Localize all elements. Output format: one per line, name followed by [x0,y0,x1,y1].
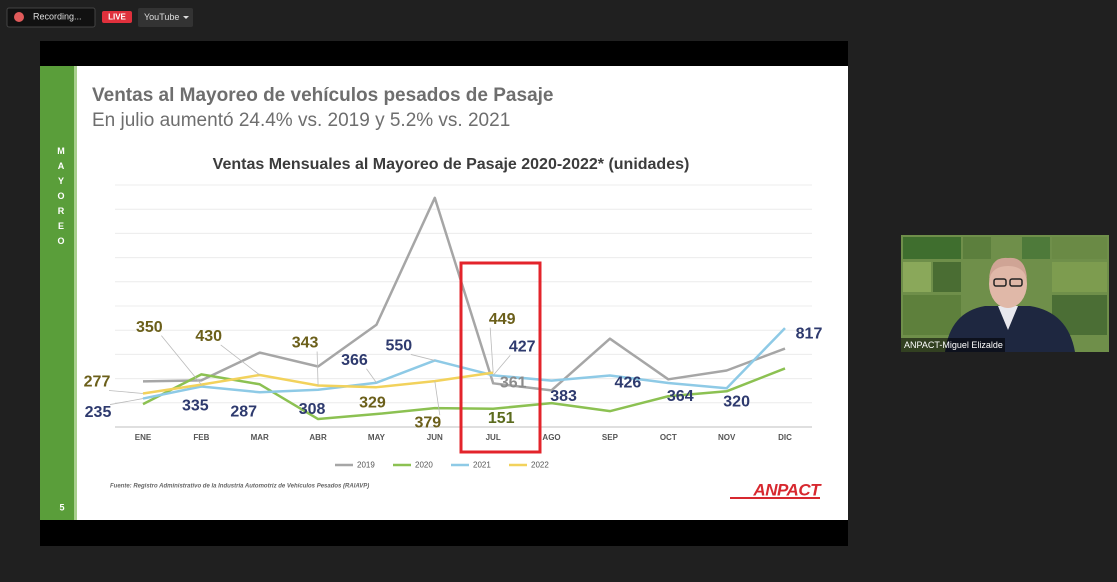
data-label: 550 [385,338,412,355]
data-label: 235 [85,404,112,421]
recording-icon [14,12,24,22]
x-tick-label: NOV [718,433,736,442]
logo: ANPACT [752,480,822,499]
legend-label: 2019 [357,461,375,470]
leader-line [316,351,319,386]
leader-line [109,398,144,405]
legend-label: 2022 [531,461,549,470]
leader-line [492,355,511,376]
video-tile [903,295,961,335]
logo-underline [730,497,820,499]
x-tick-label: JUL [486,433,501,442]
recording-text: Recording... [33,11,82,21]
recording-badge[interactable] [6,7,96,28]
x-tick-label: OCT [660,433,677,442]
glasses [993,278,1007,287]
series-line [142,371,494,395]
x-tick-label: FEB [193,433,209,442]
series-line [142,196,786,392]
video-tile [903,262,931,292]
leader-line [434,381,441,416]
x-tick-label: AGO [542,433,560,442]
glasses [1009,278,1023,287]
slide [40,66,848,520]
chart: ENE FEB MAR ABR MAY JUN JUL AGO SEP OCT NOV DIC 361 1… [84,184,823,470]
video-tile [903,237,961,259]
series-line [142,327,786,400]
source-note: Fuente: Registro Administrativo de la In… [110,484,369,490]
data-label: 308 [299,401,326,418]
data-label: 817 [796,325,823,342]
legend-label: 2020 [415,461,433,470]
series-line [142,367,786,421]
chart-title: Ventas Mensuales al Mayoreo de Pasaje 20… [213,156,690,173]
data-label: 426 [615,375,642,392]
data-label: 383 [550,388,577,405]
data-label: 427 [509,339,536,356]
page-number: 5 [59,502,64,512]
sidebar-edge [74,66,77,520]
leader-line [108,390,144,394]
participant-video: ANPACT-Miguel Elizalde [901,235,1109,352]
person-head [989,260,1027,308]
highlight-box [459,261,542,454]
video-tile [1022,237,1050,259]
data-label: 366 [341,352,368,369]
data-label: 379 [414,414,441,431]
x-tick-label: MAY [368,433,386,442]
data-label: 350 [136,319,163,336]
data-label: 364 [667,388,694,405]
data-label: 335 [182,398,209,415]
video-tile [1052,237,1107,259]
x-tick-label: MAR [251,433,269,442]
legend-label: 2021 [473,461,491,470]
data-label: 449 [489,311,516,328]
leader-line [489,327,494,373]
leader-line [410,354,435,361]
data-label: 343 [292,335,319,352]
data-label: 151 [488,410,515,427]
leader-line [366,368,377,383]
sidebar-label: MAYOREO [56,146,66,251]
x-tick-label: SEP [602,433,619,442]
platform-text: YouTube [144,12,179,22]
platform-dropdown[interactable] [138,8,193,27]
video-tile [1052,262,1107,292]
x-tick-label: JUN [427,433,443,442]
data-label: 320 [723,393,750,410]
leader-line [161,335,202,385]
person-shirt [998,306,1018,330]
x-tick-label: ENE [135,433,152,442]
x-tick-label: ABR [309,433,327,442]
slide-subtitle: En julio aumentó 24.4% vs. 2019 y 5.2% v… [92,110,510,131]
video-tile [963,237,991,259]
x-tick-label: DIC [778,433,792,442]
slide-sidebar [40,66,74,520]
data-label: 361 [500,375,527,392]
live-badge [102,11,132,23]
person-hair [989,257,1027,280]
data-label: 329 [359,394,386,411]
data-label: 277 [84,374,111,391]
live-text: LIVE [108,13,126,22]
data-label: 430 [195,328,222,345]
video-tile [933,262,961,292]
leader-line [220,344,260,376]
name-plate [901,338,1005,352]
slide-title: Ventas al Mayoreo de vehículos pesados d… [92,85,553,106]
data-label: 287 [230,403,257,420]
participant-name: ANPACT-Miguel Elizalde [904,340,1003,350]
dropdown-arrow [183,16,189,19]
